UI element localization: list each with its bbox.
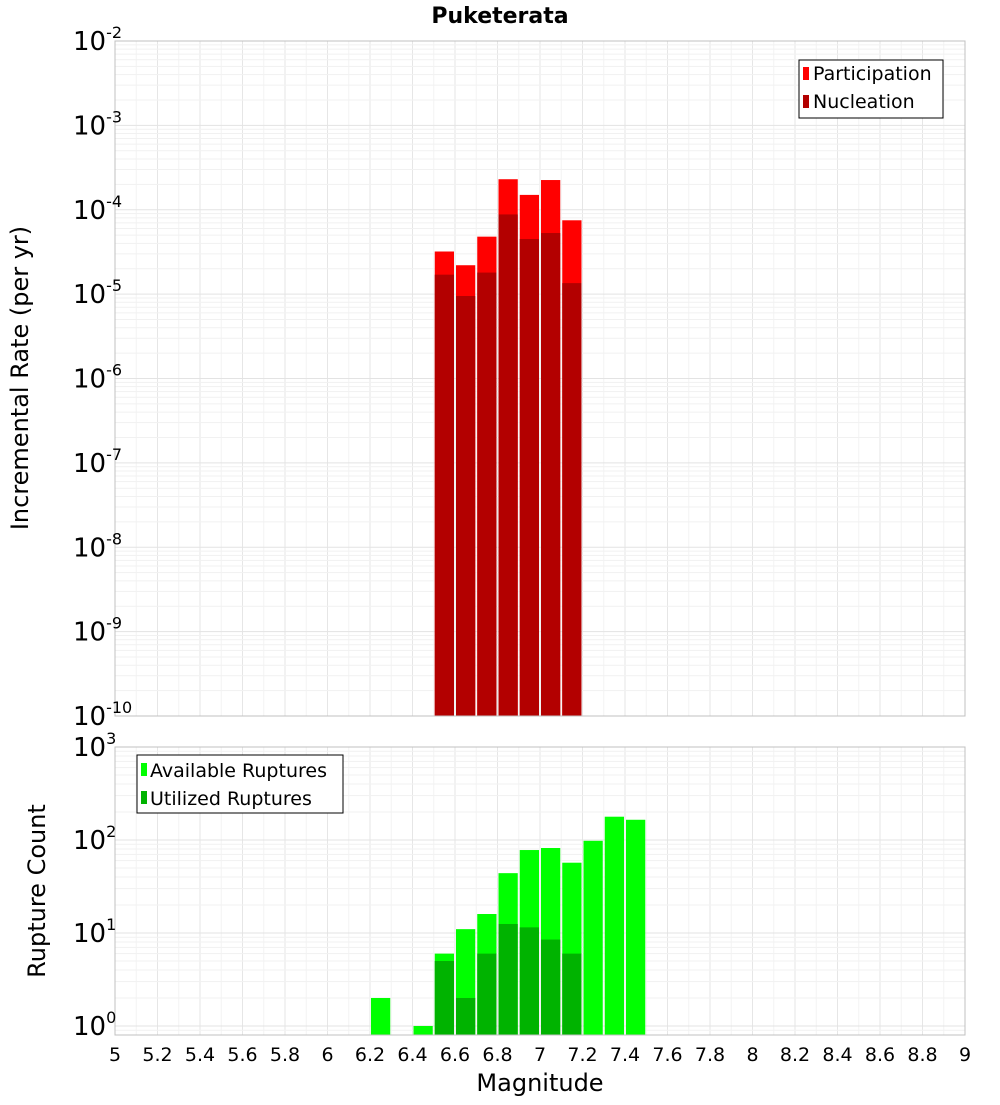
bottom-y-tick-label: 102 — [73, 822, 116, 856]
x-tick-label: 7.6 — [652, 1044, 682, 1066]
top-grid — [114, 40, 966, 717]
bar-nucleation — [434, 274, 454, 716]
legend-swatch-available — [141, 763, 147, 776]
x-tick-label: 5.6 — [227, 1044, 257, 1066]
x-tick-label: 8.4 — [822, 1044, 852, 1066]
x-tick-label: 6.6 — [440, 1044, 470, 1066]
legend-swatch-nucleation — [803, 95, 809, 108]
x-tick-label: 8.6 — [865, 1044, 895, 1066]
top-y-tick-label: 10-10 — [73, 698, 132, 732]
bar-utilized-ruptures — [498, 923, 518, 1035]
bar-utilized-ruptures — [519, 927, 539, 1035]
bar-nucleation — [498, 214, 518, 717]
bar-available-ruptures — [413, 1025, 433, 1035]
legend-label-available: Available Ruptures — [150, 760, 327, 782]
bar-available-ruptures — [626, 819, 646, 1035]
legend-swatch-participation — [803, 67, 809, 80]
top-y-tick-label: 10-8 — [73, 529, 122, 563]
x-tick-label: 6 — [321, 1044, 333, 1066]
x-tick-label: 6.2 — [355, 1044, 385, 1066]
chart-title: Puketerata — [431, 4, 568, 29]
bar-nucleation — [541, 233, 561, 716]
x-tick-label: 7.4 — [610, 1044, 640, 1066]
bar-available-ruptures — [583, 840, 603, 1035]
top-y-ticks: 10-10 10-9 10-8 10-7 10-6 10-5 10-4 10-3 10-2 — [73, 23, 132, 732]
bottom-y-ticks: 100 101 102 103 — [73, 729, 116, 1042]
bar-nucleation — [456, 296, 476, 716]
bar-utilized-ruptures — [541, 939, 561, 1035]
x-axis-label: Magnitude — [476, 1069, 603, 1097]
top-y-tick-label: 10-6 — [73, 361, 122, 395]
bottom-y-tick-label: 100 — [73, 1008, 116, 1042]
bar-utilized-ruptures — [477, 953, 497, 1035]
top-y-tick-label: 10-9 — [73, 614, 122, 648]
bar-nucleation — [519, 239, 539, 716]
x-tick-label: 6.4 — [397, 1044, 427, 1066]
top-y-tick-label: 10-5 — [73, 276, 122, 310]
x-tick-label: 8 — [746, 1044, 758, 1066]
x-ticks: 5 5.2 5.4 5.6 5.8 6 6.2 6.4 6.6 6.8 7 7.2 7.4 7.6 7.8 8… — [109, 1044, 971, 1066]
x-tick-label: 8.2 — [780, 1044, 810, 1066]
x-tick-label: 5.8 — [270, 1044, 300, 1066]
legend-label-participation: Participation — [813, 63, 932, 85]
top-y-tick-label: 10-7 — [73, 445, 122, 479]
bar-nucleation — [562, 283, 582, 716]
x-tick-label: 5.2 — [142, 1044, 172, 1066]
bar-available-ruptures — [371, 997, 391, 1035]
x-tick-label: 5.4 — [185, 1044, 215, 1066]
top-y-axis-label: Incremental Rate (per yr) — [6, 226, 34, 530]
top-legend: Participation Nucleation — [798, 59, 944, 119]
bottom-y-tick-label: 101 — [73, 915, 116, 949]
top-bars — [434, 179, 582, 717]
bottom-legend: Available Ruptures Utilized Ruptures — [136, 754, 344, 814]
legend-label-utilized: Utilized Ruptures — [150, 788, 312, 810]
x-tick-label: 8.8 — [907, 1044, 937, 1066]
bottom-plot-frame — [114, 746, 966, 1036]
bar-utilized-ruptures — [434, 960, 454, 1035]
bar-available-ruptures — [604, 816, 624, 1035]
bottom-bars — [371, 816, 646, 1035]
x-tick-label: 7.2 — [567, 1044, 597, 1066]
bar-utilized-ruptures — [456, 997, 476, 1035]
legend-swatch-utilized — [141, 791, 147, 804]
bar-nucleation — [477, 272, 497, 716]
x-tick-label: 5 — [109, 1044, 121, 1066]
x-tick-label: 7 — [534, 1044, 546, 1066]
top-y-tick-label: 10-3 — [73, 107, 122, 141]
x-tick-label: 7.8 — [695, 1044, 725, 1066]
bottom-legend-box — [136, 754, 344, 814]
bottom-y-tick-label: 103 — [73, 729, 116, 763]
x-tick-label: 9 — [959, 1044, 971, 1066]
top-plot-frame — [114, 40, 966, 717]
top-y-tick-label: 10-4 — [73, 192, 122, 226]
legend-label-nucleation: Nucleation — [813, 91, 915, 113]
bottom-y-axis-label: Rupture Count — [23, 804, 51, 978]
bar-utilized-ruptures — [562, 953, 582, 1035]
top-legend-box — [798, 59, 944, 119]
x-tick-label: 6.8 — [482, 1044, 512, 1066]
top-y-tick-label: 10-2 — [73, 23, 122, 57]
